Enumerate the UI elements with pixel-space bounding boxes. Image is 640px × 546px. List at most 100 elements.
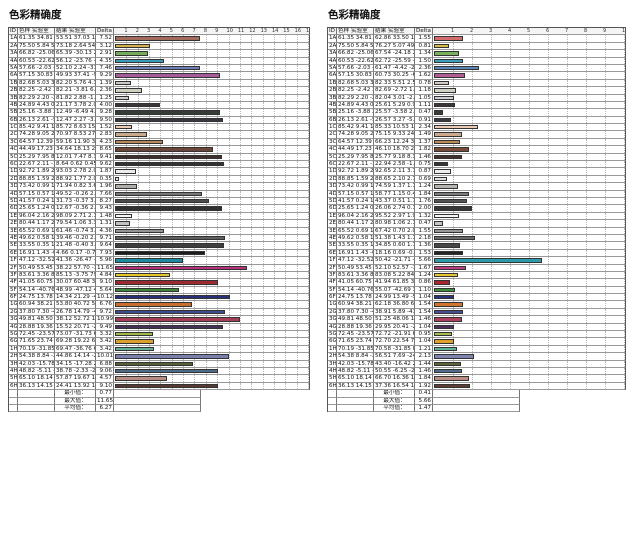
- delta-e-bar: [434, 332, 453, 337]
- grid-line: [194, 301, 196, 308]
- delta-e-bar-cell: [114, 101, 310, 110]
- delta-e-bar-cell: [114, 234, 310, 243]
- summary-value: 0.41: [415, 390, 433, 398]
- summary-value: 11.65: [96, 397, 114, 405]
- summary-label: 最大值：: [55, 397, 96, 405]
- delta-e-value: 1.67: [415, 264, 433, 272]
- grid-line: [529, 124, 530, 131]
- grid-line: [194, 286, 196, 294]
- grid-line: [567, 375, 568, 382]
- grid-line: [453, 220, 454, 227]
- summary-blank: [433, 397, 520, 405]
- grid-line: [262, 294, 264, 301]
- grid-line: [567, 87, 568, 94]
- delta-e-value: 9.62: [96, 161, 114, 169]
- delta-e-bar: [115, 58, 165, 63]
- grid-line: [228, 183, 230, 190]
- result-lab-values: 82.21 -3.81 6.04: [55, 87, 96, 95]
- grid-line: [548, 227, 549, 234]
- patch-id: 1G: [328, 301, 337, 309]
- grid-line: [586, 35, 587, 42]
- grid-line: [296, 79, 298, 87]
- grid-line: [510, 50, 511, 57]
- patch-id: 3B: [9, 94, 18, 102]
- delta-e-bar: [434, 324, 454, 330]
- grid-line: [205, 301, 207, 308]
- grid-line: [296, 220, 298, 227]
- delta-e-bar-cell: [433, 109, 626, 117]
- grid-line: [217, 331, 219, 338]
- grid-line: [567, 205, 568, 212]
- result-lab-values: 70.58 -31.85 0.23: [374, 345, 415, 354]
- grid-line: [251, 279, 253, 286]
- grid-line: [285, 205, 287, 212]
- delta-e-bar-cell: [433, 161, 626, 169]
- grid-line: [285, 338, 287, 345]
- grid-line: [239, 382, 241, 390]
- grid-line: [491, 124, 492, 131]
- delta-e-value: 9.28: [96, 109, 114, 117]
- grid-line: [624, 242, 625, 249]
- grid-line: [491, 338, 492, 345]
- delta-e-bar-cell: [433, 131, 626, 139]
- grid-line: [605, 94, 606, 101]
- grid-line: [624, 50, 625, 57]
- grid-line: [624, 190, 625, 197]
- grid-line: [194, 50, 196, 57]
- grid-line: [548, 294, 549, 301]
- grid-line: [228, 161, 230, 168]
- grid-line: [296, 87, 298, 94]
- grid-line: [586, 271, 587, 279]
- grid-line: [296, 323, 298, 330]
- sample-lab-values: 26.13 2.61 -5.03: [18, 116, 55, 125]
- grid-line: [605, 271, 606, 279]
- delta-e-bar: [434, 73, 465, 78]
- grid-line: [529, 183, 530, 190]
- grid-line: [171, 331, 173, 338]
- grid-line: [491, 190, 492, 197]
- result-lab-values: 50.42 -21.71 -25.16: [374, 257, 415, 265]
- grid-line: [510, 94, 511, 101]
- grid-line: [171, 79, 173, 87]
- summary-label: 最小值：: [374, 390, 415, 398]
- grid-line: [472, 227, 473, 234]
- result-lab-values: 34.85 0.60 1.75: [374, 242, 415, 250]
- delta-e-bar-cell: [114, 161, 310, 169]
- grid-line: [491, 249, 492, 257]
- delta-e-bar-cell: [114, 301, 310, 309]
- grid-line: [510, 64, 511, 72]
- grid-line: [296, 271, 298, 279]
- grid-line: [586, 138, 587, 146]
- grid-line: [472, 360, 473, 367]
- grid-line: [239, 50, 241, 57]
- delta-e-bar-cell: [114, 249, 310, 258]
- delta-e-bar: [434, 221, 443, 226]
- sample-lab-values: 70.19 -31.85 1.98: [337, 345, 374, 354]
- sample-lab-values: 82.29 2.20 -2.04: [18, 94, 55, 102]
- delta-e-bar: [434, 132, 463, 137]
- grid-line: [296, 367, 298, 375]
- grid-line: [251, 301, 253, 308]
- grid-line: [567, 101, 568, 109]
- grid-line: [529, 42, 530, 50]
- grid-line: [273, 64, 275, 72]
- grid-line: [472, 279, 473, 286]
- delta-e-bar: [434, 280, 451, 285]
- grid-line: [567, 212, 568, 220]
- grid-line: [251, 131, 253, 138]
- grid-line: [510, 190, 511, 197]
- grid-line: [529, 382, 530, 390]
- delta-e-bar: [115, 139, 164, 145]
- grid-line: [548, 279, 549, 286]
- grid-line: [510, 286, 511, 294]
- grid-line: [239, 301, 241, 308]
- grid-line: [529, 294, 530, 301]
- sample-lab-values: 25.29 7.95 8.87: [18, 153, 55, 162]
- grid-line: [228, 138, 230, 146]
- patch-id: 5D: [328, 197, 337, 206]
- grid-line: [160, 345, 162, 353]
- grid-line: [205, 168, 207, 175]
- patch-id: 3E: [328, 227, 337, 235]
